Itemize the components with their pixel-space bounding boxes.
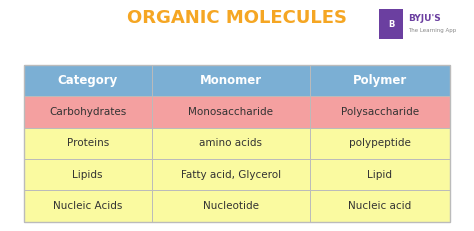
- Bar: [152, 96, 310, 128]
- Bar: [310, 96, 450, 128]
- Bar: [24, 96, 152, 128]
- Bar: [24, 65, 450, 222]
- Text: Nucleic acid: Nucleic acid: [348, 201, 411, 211]
- Bar: [152, 65, 310, 96]
- Bar: [310, 159, 450, 190]
- Bar: [24, 128, 152, 159]
- Bar: [24, 65, 152, 96]
- Text: B: B: [388, 20, 394, 29]
- Text: Polymer: Polymer: [353, 74, 407, 87]
- Text: BYJU'S: BYJU'S: [408, 14, 440, 23]
- Bar: [152, 128, 310, 159]
- Text: ORGANIC MOLECULES: ORGANIC MOLECULES: [127, 9, 347, 27]
- Text: Proteins: Proteins: [66, 138, 109, 148]
- Bar: [24, 190, 152, 222]
- Text: Polysaccharide: Polysaccharide: [341, 107, 419, 117]
- Text: amino acids: amino acids: [199, 138, 262, 148]
- Text: polypeptide: polypeptide: [349, 138, 411, 148]
- Bar: [310, 190, 450, 222]
- Bar: [152, 159, 310, 190]
- Text: Fatty acid, Glycerol: Fatty acid, Glycerol: [181, 170, 281, 180]
- Text: Monomer: Monomer: [200, 74, 262, 87]
- Text: Lipid: Lipid: [367, 170, 392, 180]
- Text: Monosaccharide: Monosaccharide: [188, 107, 273, 117]
- Bar: [24, 159, 152, 190]
- Bar: [310, 65, 450, 96]
- Text: Nucleotide: Nucleotide: [202, 201, 259, 211]
- Text: Category: Category: [57, 74, 118, 87]
- Text: Nucleic Acids: Nucleic Acids: [53, 201, 122, 211]
- Bar: [152, 190, 310, 222]
- Text: The Learning App: The Learning App: [408, 28, 456, 33]
- Bar: [310, 128, 450, 159]
- Text: Carbohydrates: Carbohydrates: [49, 107, 126, 117]
- Bar: [379, 9, 403, 39]
- Text: Lipids: Lipids: [73, 170, 103, 180]
